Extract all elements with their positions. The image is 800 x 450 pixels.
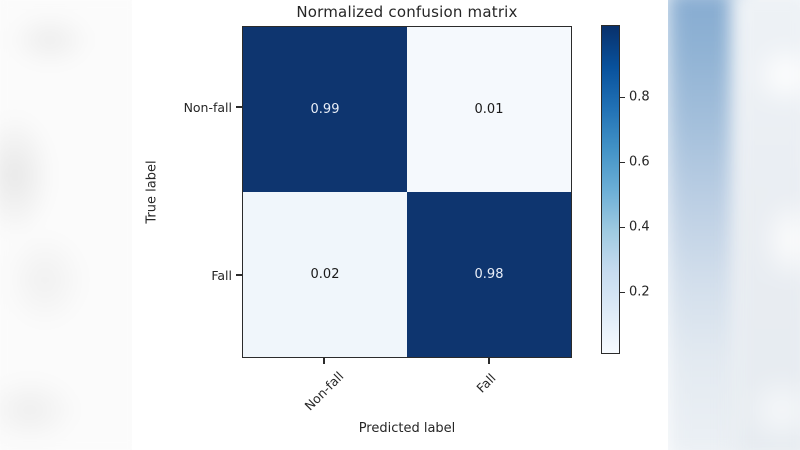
colorbar (601, 25, 620, 354)
blurred-background-right-band (666, 0, 744, 450)
confusion-matrix-plot: 0.99 0.01 0.02 0.98 (242, 26, 572, 358)
y-axis-label: True label (144, 160, 160, 224)
ytick-mark-nonfall (236, 106, 242, 108)
x-axis-label: Predicted label (358, 421, 456, 436)
matrix-cell-true-nonfall-pred-nonfall: 0.99 (243, 27, 407, 192)
colorbar-tick-label-02: 0.2 (629, 284, 650, 300)
blurred-background-right (732, 0, 800, 450)
chart-title: Normalized confusion matrix (296, 3, 518, 21)
ytick-label-fall: Fall (211, 268, 232, 283)
matrix-cell-true-nonfall-pred-fall: 0.01 (407, 27, 571, 192)
colorbar-tick-label-06: 0.6 (629, 154, 650, 170)
ytick-mark-fall (236, 274, 242, 276)
matrix-cell-true-fall-pred-fall: 0.98 (407, 192, 571, 357)
blurred-background-left (0, 0, 145, 450)
colorbar-tick-mark-02 (620, 292, 625, 294)
xtick-mark-fall (488, 358, 490, 364)
colorbar-tick-mark-08 (620, 97, 625, 99)
colorbar-tick-mark-06 (620, 162, 625, 164)
ytick-label-nonfall: Non-fall (183, 100, 232, 115)
colorbar-tick-label-04: 0.4 (629, 219, 650, 235)
xtick-mark-nonfall (323, 358, 325, 364)
colorbar-tick-mark-04 (620, 227, 625, 229)
colorbar-tick-label-08: 0.8 (629, 89, 650, 105)
matrix-cell-true-fall-pred-nonfall: 0.02 (243, 192, 407, 357)
